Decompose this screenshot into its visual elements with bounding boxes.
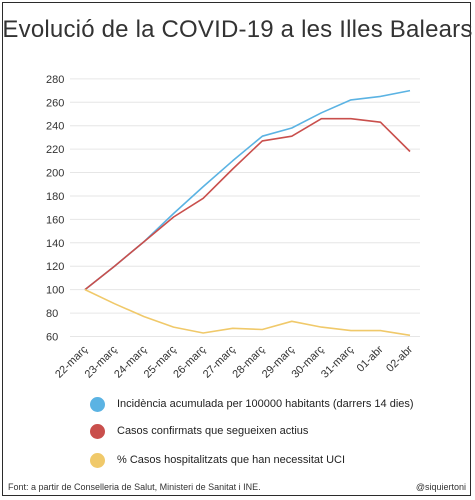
y-tick-label: 240	[46, 121, 64, 133]
gridlines	[70, 78, 420, 337]
y-tick-label: 200	[46, 168, 64, 180]
legend-item-incidence: Incidència acumulada per 100000 habitant…	[90, 396, 414, 412]
x-tick-label: 01-abr	[355, 343, 386, 374]
y-tick-label: 100	[46, 285, 64, 297]
y-axis-ticks: 60 80 100 120 140 160 180 200 220 240 260 280	[46, 74, 64, 344]
x-tick-label: 31-març	[319, 343, 356, 380]
x-tick-label: 02-abr	[384, 343, 415, 374]
legend-marker	[90, 452, 105, 468]
x-axis-ticks: 22-març23-març24-març25-març26-març27-ma…	[53, 343, 415, 380]
y-tick-label: 280	[46, 74, 64, 86]
y-tick-label: 160	[46, 214, 64, 226]
y-tick-label: 180	[46, 191, 64, 203]
chart-frame	[2, 2, 471, 496]
source-note: Font: a partir de Conselleria de Salut, …	[8, 482, 261, 492]
legend-item-active-cases: Casos confirmats que segueixen actius	[90, 423, 308, 439]
author-handle: @siquiertoni	[415, 482, 466, 492]
legend-marker	[90, 396, 105, 412]
legend-marker	[90, 423, 105, 439]
legend-label: Incidència acumulada per 100000 habitant…	[117, 398, 414, 410]
series-lines	[84, 89, 411, 337]
y-tick-label: 60	[46, 331, 58, 343]
chart-title: Evolució de la COVID-19 a les Illes Bale…	[2, 16, 473, 43]
y-tick-label: 220	[46, 144, 64, 156]
series-line-2	[84, 288, 411, 337]
legend-label: % Casos hospitalitzats que han necessita…	[117, 454, 346, 466]
y-tick-label: 120	[46, 261, 64, 273]
series-line-1	[84, 117, 411, 291]
legend-label: Casos confirmats que segueixen actius	[117, 425, 309, 437]
y-tick-label: 80	[46, 308, 58, 320]
y-tick-label: 260	[46, 97, 64, 109]
legend-item-icu: % Casos hospitalitzats que han necessita…	[90, 452, 345, 468]
y-tick-label: 140	[46, 238, 64, 250]
